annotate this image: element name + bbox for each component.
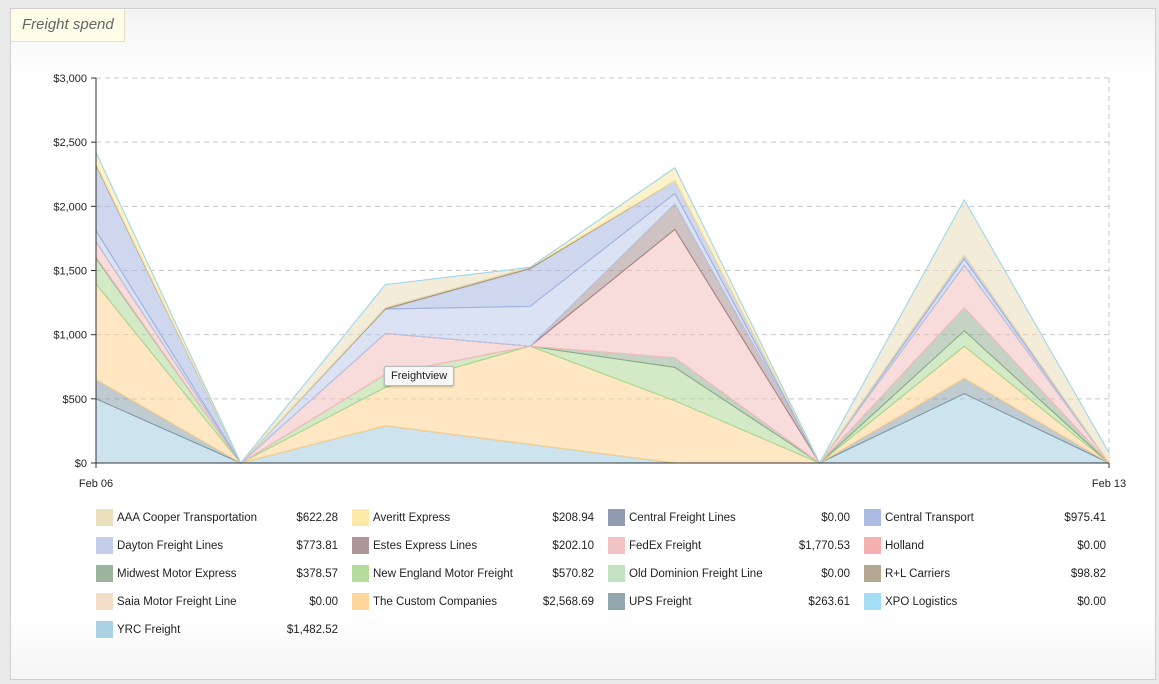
- legend-item-new-england-motor-freight[interactable]: New England Motor Freight $570.82: [352, 564, 594, 584]
- chart-title: Freight spend: [11, 9, 125, 42]
- legend-label: Averitt Express: [373, 512, 451, 524]
- legend-label: Central Freight Lines: [629, 512, 736, 524]
- legend-item-averitt-express[interactable]: Averitt Express $208.94: [352, 508, 594, 528]
- legend-swatch: [352, 509, 369, 526]
- legend-value: $1,482.52: [286, 624, 338, 636]
- legend-value: $2,568.69: [542, 596, 594, 608]
- legend-value: $975.41: [1064, 512, 1106, 524]
- legend-value: $0.00: [821, 512, 850, 524]
- legend-swatch: [608, 537, 625, 554]
- legend-item-the-custom-companies[interactable]: The Custom Companies $2,568.69: [352, 592, 594, 612]
- legend-swatch: [608, 593, 625, 610]
- legend-value: $0.00: [1077, 596, 1106, 608]
- legend-swatch: [96, 593, 113, 610]
- y-tick-labels: $0 $500 $1,000 $1,500 $2,000 $2,500 $3,000: [53, 73, 87, 470]
- legend-label: UPS Freight: [629, 596, 692, 608]
- legend-swatch: [352, 593, 369, 610]
- legend-value: $263.61: [808, 596, 850, 608]
- legend-label: Estes Express Lines: [373, 540, 478, 552]
- legend-label: Holland: [885, 540, 924, 552]
- legend-label: Midwest Motor Express: [117, 568, 237, 580]
- legend-item-central-transport[interactable]: Central Transport $975.41: [864, 508, 1106, 528]
- legend-swatch: [96, 537, 113, 554]
- legend-value: $202.10: [552, 540, 594, 552]
- x-tick-label: Feb 06: [79, 478, 113, 490]
- legend-swatch: [96, 565, 113, 582]
- legend-label: R+L Carriers: [885, 568, 951, 580]
- legend-item-dayton-freight-lines[interactable]: Dayton Freight Lines $773.81: [96, 536, 338, 556]
- legend-label: Old Dominion Freight Line: [629, 568, 763, 580]
- legend-item-fedex-freight[interactable]: FedEx Freight $1,770.53: [608, 536, 850, 556]
- legend-value: $98.82: [1070, 568, 1106, 580]
- area-chart: $0 $500 $1,000 $1,500 $2,000 $2,500 $3,000 Feb…: [53, 73, 1126, 490]
- legend-label: YRC Freight: [117, 624, 181, 636]
- legend-item-estes-express-lines[interactable]: Estes Express Lines $202.10: [352, 536, 594, 556]
- legend-value: $378.57: [296, 568, 338, 580]
- legend-label: The Custom Companies: [373, 596, 497, 608]
- legend-item-yrc-freight[interactable]: YRC Freight $1,482.52: [96, 620, 338, 640]
- legend-swatch: [96, 621, 113, 638]
- legend-value: $773.81: [296, 540, 338, 552]
- area-xpo-logistics[interactable]: [95, 152, 1110, 465]
- y-tick-label: $0: [75, 458, 87, 470]
- legend-item-saia-motor-freight-line[interactable]: Saia Motor Freight Line $0.00: [96, 592, 338, 612]
- legend-item-midwest-motor-express[interactable]: Midwest Motor Express $378.57: [96, 564, 338, 584]
- axes: [95, 78, 1109, 464]
- y-tick-label: $1,500: [53, 266, 87, 278]
- legend-item-central-freight-lines[interactable]: Central Freight Lines $0.00: [608, 508, 850, 528]
- y-tick-label: $500: [63, 394, 87, 406]
- legend-value: $0.00: [821, 568, 850, 580]
- legend-swatch: [864, 537, 881, 554]
- legend-label: XPO Logistics: [885, 596, 958, 608]
- stacked-areas[interactable]: [95, 152, 1110, 465]
- x-tick-label: Feb 13: [1092, 478, 1126, 490]
- legend-swatch: [864, 565, 881, 582]
- legend-item-aaa-cooper-transportation[interactable]: AAA Cooper Transportation $622.28: [96, 508, 338, 528]
- legend-label: Central Transport: [885, 512, 974, 524]
- legend-swatch: [352, 537, 369, 554]
- y-tick-label: $3,000: [53, 73, 87, 85]
- y-tick-label: $1,000: [53, 330, 87, 342]
- legend-value: $0.00: [1077, 540, 1106, 552]
- legend-label: Dayton Freight Lines: [117, 540, 224, 552]
- legend-item-holland[interactable]: Holland $0.00: [864, 536, 1106, 556]
- legend-value: $1,770.53: [798, 540, 850, 552]
- legend-swatch: [608, 509, 625, 526]
- legend-swatch: [96, 509, 113, 526]
- y-tick-label: $2,000: [53, 201, 87, 213]
- legend-label: AAA Cooper Transportation: [117, 512, 257, 524]
- legend-swatch: [864, 593, 881, 610]
- legend-label: New England Motor Freight: [373, 568, 513, 580]
- legend-swatch: [864, 509, 881, 526]
- legend-item-xpo-logistics[interactable]: XPO Logistics $0.00: [864, 592, 1106, 612]
- legend-item-ups-freight[interactable]: UPS Freight $263.61: [608, 592, 850, 612]
- hover-tooltip: Freightview: [384, 366, 455, 386]
- legend-item-old-dominion-freight-line[interactable]: Old Dominion Freight Line $0.00: [608, 564, 850, 584]
- legend-value: $622.28: [296, 512, 338, 524]
- legend-label: Saia Motor Freight Line: [117, 596, 237, 608]
- y-tick-label: $2,500: [53, 137, 87, 149]
- legend-label: FedEx Freight: [629, 540, 702, 552]
- legend-value: $0.00: [309, 596, 338, 608]
- x-tick-labels: Feb 06 Feb 13: [79, 463, 1126, 490]
- legend-swatch: [608, 565, 625, 582]
- legend-swatch: [352, 565, 369, 582]
- legend-value: $208.94: [552, 512, 594, 524]
- legend-value: $570.82: [552, 568, 594, 580]
- legend-item-r-l-carriers[interactable]: R+L Carriers $98.82: [864, 564, 1106, 584]
